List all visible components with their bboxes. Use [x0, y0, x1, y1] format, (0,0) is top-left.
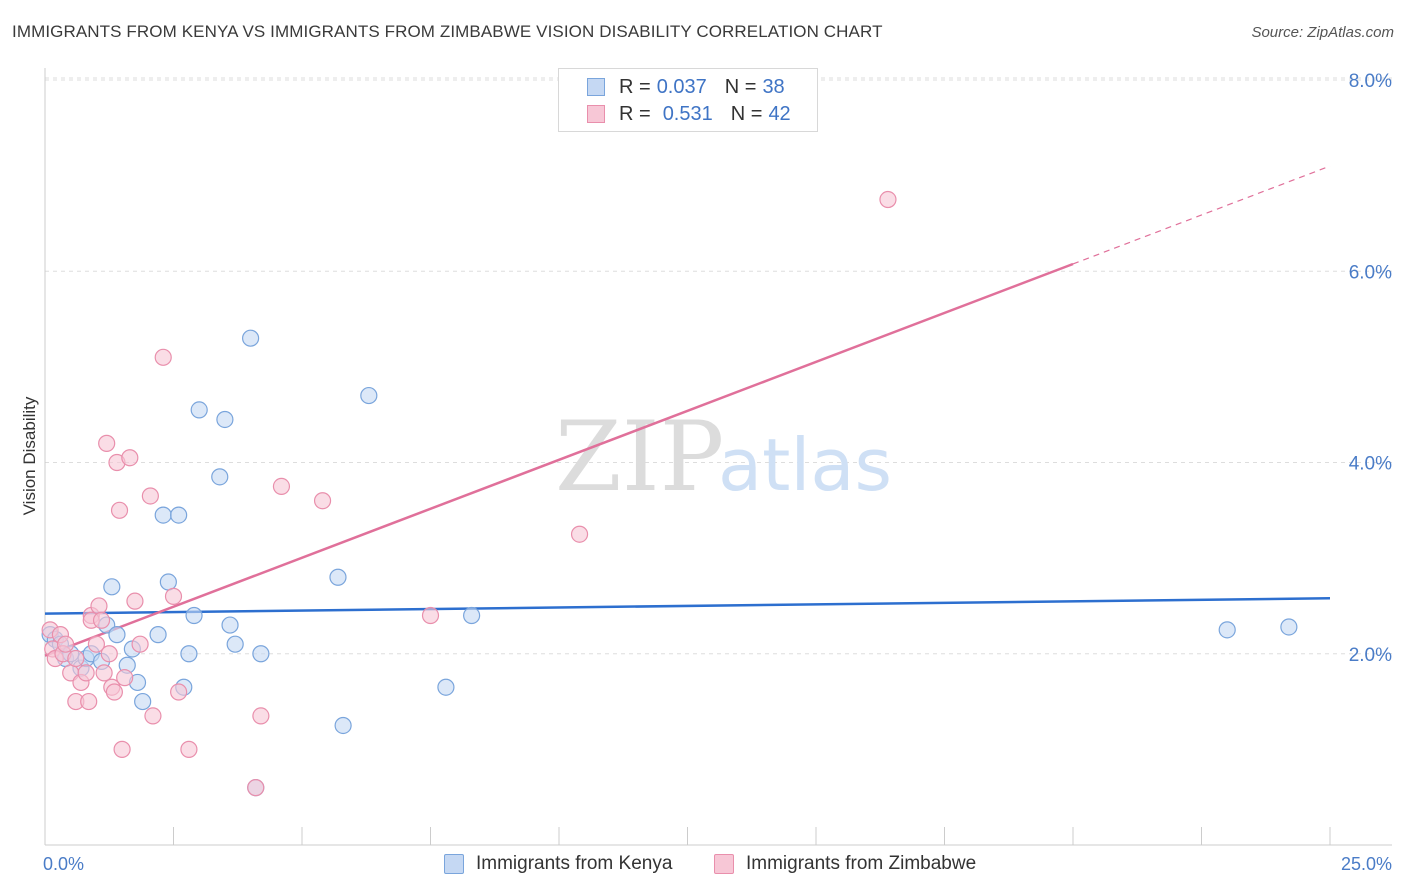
zimbabwe-trend-line	[44, 262, 1074, 657]
series-name-zimbabwe: Immigrants from Zimbabwe	[746, 853, 977, 874]
legend-row-kenya: R = 0.037 N = 38	[587, 74, 785, 100]
zimbabwe-point	[110, 501, 129, 519]
zimbabwe-point	[154, 348, 172, 366]
kenya-trend-line	[44, 597, 1331, 615]
kenya-point	[103, 578, 121, 596]
watermark: ZIP atlas	[555, 401, 892, 513]
legend-swatch-zimbabwe	[587, 105, 605, 123]
zimbabwe-point	[313, 492, 332, 510]
legend-r-value: 0.037	[656, 75, 707, 98]
series-legend-kenya: Immigrants from Kenya	[444, 853, 672, 875]
kenya-point	[437, 678, 455, 696]
series-swatch-zimbabwe	[714, 854, 734, 874]
zimbabwe-point	[56, 635, 75, 653]
zimbabwe-point	[87, 635, 106, 653]
legend-r-label: R =	[619, 102, 651, 125]
y-tick-label: 2.0%	[1349, 645, 1392, 666]
series-legend: Immigrants from Kenya Immigrants from Zi…	[0, 851, 1406, 879]
y-tick-label: 6.0%	[1349, 262, 1392, 283]
zimbabwe-point	[98, 434, 116, 452]
y-tick-label: 8.0%	[1349, 71, 1392, 92]
kenya-point	[185, 606, 203, 625]
zimbabwe-point	[100, 645, 118, 663]
kenya-point	[149, 626, 167, 644]
zimbabwe-point	[121, 449, 139, 467]
zimbabwe-point	[879, 190, 897, 209]
data-points	[41, 190, 1298, 797]
zimbabwe-point	[95, 664, 113, 682]
kenya-point	[360, 386, 378, 405]
kenya-point	[159, 573, 177, 591]
y-tick-label: 4.0%	[1349, 454, 1392, 475]
kenya-point	[134, 692, 152, 711]
kenya-point	[329, 568, 347, 586]
watermark-zip: ZIP	[555, 401, 724, 513]
zimbabwe-point	[113, 740, 131, 758]
zimbabwe-trend-extension	[1072, 165, 1331, 265]
kenya-point	[252, 645, 270, 663]
series-name-kenya: Immigrants from Kenya	[476, 853, 673, 874]
kenya-point	[463, 606, 481, 625]
kenya-point	[180, 645, 198, 663]
legend-n-label: N =	[730, 102, 763, 125]
zimbabwe-point	[164, 587, 183, 605]
zimbabwe-point	[170, 683, 188, 701]
zimbabwe-point	[105, 683, 123, 701]
kenya-point	[211, 468, 229, 486]
grid-lines	[45, 77, 1392, 655]
kenya-point	[1218, 621, 1236, 639]
kenya-point	[154, 506, 172, 524]
zimbabwe-point	[252, 707, 270, 725]
legend-n-label: N =	[724, 75, 757, 98]
x-tick-label: 25.0%	[1341, 854, 1392, 874]
zimbabwe-point	[421, 606, 440, 625]
watermark-atlas: atlas	[718, 423, 892, 507]
zimbabwe-point	[116, 669, 134, 687]
zimbabwe-point	[180, 740, 198, 758]
zimbabwe-point	[77, 664, 95, 682]
legend-swatch-kenya	[587, 78, 605, 96]
legend-r-label: R =	[619, 75, 651, 98]
source-label: Source: ZipAtlas.com	[1251, 24, 1394, 41]
legend-n-value: 42	[768, 102, 791, 125]
kenya-point	[108, 626, 126, 644]
series-swatch-kenya	[444, 854, 464, 874]
trend-lines	[44, 165, 1331, 657]
legend-row-zimbabwe: R = 0.531 N = 42	[587, 101, 791, 127]
tick-labels: 2.0% 4.0% 6.0% 8.0% 0.0% 25.0%	[43, 71, 1392, 874]
legend: R = 0.037 N = 38 R = 0.531 N = 42	[558, 68, 818, 132]
chart-title: IMMIGRANTS FROM KENYA VS IMMIGRANTS FROM…	[12, 22, 883, 41]
zimbabwe-point	[80, 692, 98, 711]
zimbabwe-point	[90, 597, 108, 615]
zimbabwe-point	[247, 779, 265, 797]
zimbabwe-point	[272, 477, 291, 496]
zimbabwe-point	[126, 592, 144, 610]
axes	[44, 68, 1392, 846]
series-legend-zimbabwe: Immigrants from Zimbabwe	[714, 853, 976, 875]
kenya-point	[334, 716, 352, 735]
zimbabwe-point	[131, 635, 149, 653]
legend-r-value: 0.531	[662, 102, 713, 125]
zimbabwe-point	[144, 707, 162, 725]
x-tick-label: 0.0%	[43, 854, 84, 874]
kenya-point	[226, 635, 244, 653]
kenya-point	[242, 329, 260, 347]
zimbabwe-point	[92, 611, 111, 629]
kenya-point	[216, 410, 234, 429]
kenya-point	[170, 506, 188, 524]
kenya-point	[190, 401, 208, 419]
zimbabwe-point	[141, 487, 159, 505]
kenya-point	[221, 616, 239, 634]
y-axis-label: Vision Disability	[20, 396, 39, 515]
zimbabwe-point	[570, 525, 589, 543]
kenya-point	[1280, 618, 1298, 636]
zimbabwe-point	[67, 649, 85, 668]
legend-n-value: 38	[762, 75, 785, 98]
